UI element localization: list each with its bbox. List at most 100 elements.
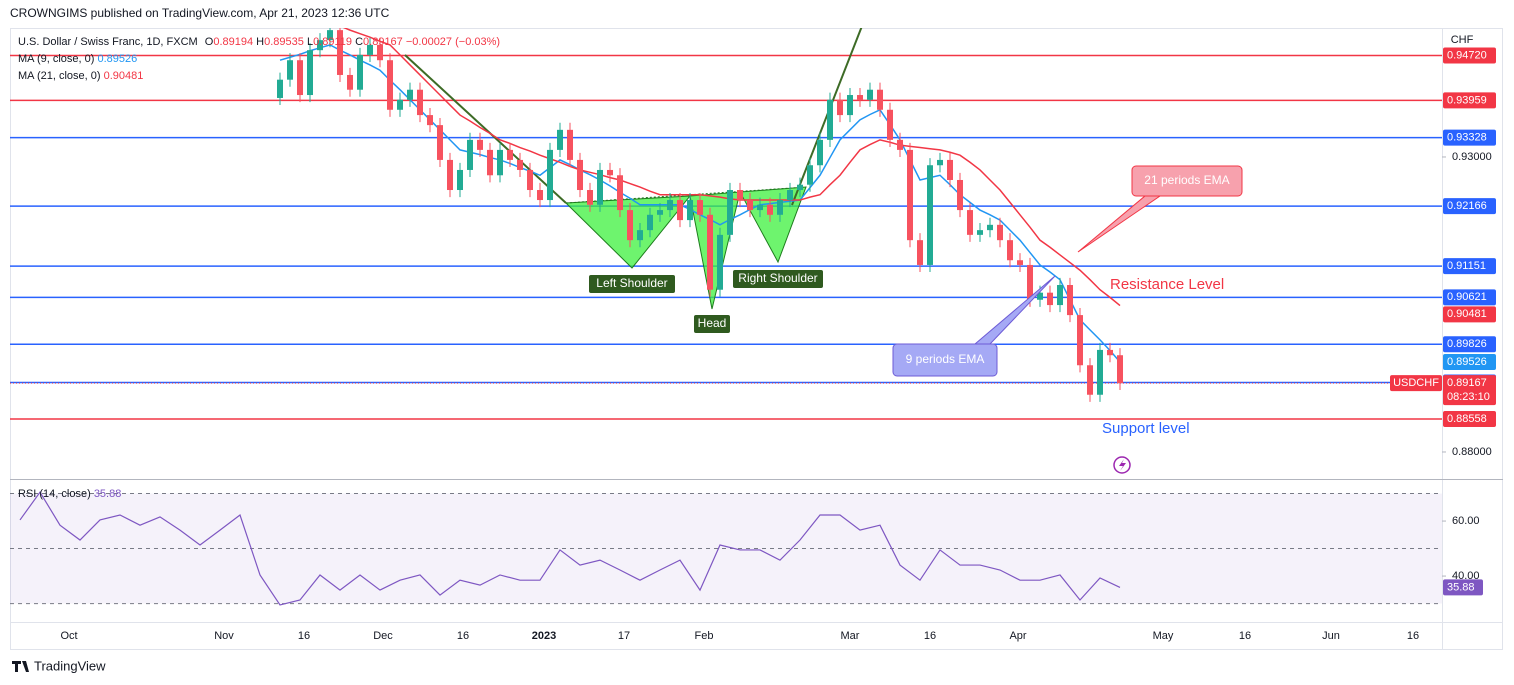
- candle-body: [497, 149, 503, 176]
- candle-body: [587, 190, 593, 205]
- candle-body: [637, 230, 643, 241]
- y-tick-label: 40.00: [1452, 570, 1480, 582]
- candle-body: [597, 169, 603, 205]
- candle-body: [737, 190, 743, 201]
- x-tick-label: May: [1153, 630, 1174, 642]
- callout-box: [1131, 165, 1243, 197]
- change: −0.00027 (−0.03%): [406, 36, 500, 48]
- candle-body: [827, 99, 833, 140]
- h-value: 0.89535: [264, 36, 304, 48]
- ma9-legend: MA (9, close, 0) 0.89526: [18, 53, 137, 65]
- price-tag-label: 0.89826: [1447, 338, 1487, 350]
- candle-body: [1047, 292, 1053, 306]
- candle-body: [277, 79, 283, 98]
- x-tick-label: 16: [298, 630, 310, 642]
- callout-box: [892, 343, 998, 377]
- x-tick-label: Dec: [373, 630, 393, 642]
- rsi-tag-label: 35.88: [1447, 581, 1475, 593]
- pattern-label: Head: [698, 316, 727, 330]
- event-icon-bolt: [1119, 459, 1126, 471]
- price-tag-label: 0.92166: [1447, 200, 1487, 212]
- candle-body: [887, 109, 893, 140]
- price-tag: [1443, 306, 1496, 323]
- pattern-label-box: [733, 270, 823, 288]
- candle-body: [547, 149, 553, 201]
- candle-body: [997, 224, 1003, 241]
- candle-body: [287, 60, 293, 80]
- symbol-tag-label: USDCHF: [1393, 377, 1439, 389]
- candle-body: [1087, 365, 1093, 395]
- pattern-label-box: [589, 275, 675, 293]
- candle-body: [667, 200, 673, 211]
- candle-body: [647, 214, 653, 231]
- x-tick-label: Jun: [1322, 630, 1340, 642]
- trend-line: [404, 54, 567, 204]
- ma21-legend: MA (21, close, 0) 0.90481: [18, 70, 143, 82]
- brand-logo: [12, 661, 29, 672]
- last-price-label: 0.89167: [1447, 377, 1487, 389]
- x-tick-label: Oct: [60, 630, 77, 642]
- callout-text: 9 periods EMA: [906, 352, 985, 366]
- candle-body: [727, 190, 733, 235]
- price-tag: [1443, 289, 1496, 306]
- candle-body: [567, 129, 573, 160]
- candle-body: [907, 149, 913, 241]
- o-label: O: [205, 36, 214, 48]
- candle-body: [747, 200, 753, 211]
- candle-body: [327, 30, 333, 41]
- candle-body: [957, 179, 963, 211]
- price-tag-label: 0.93959: [1447, 94, 1487, 106]
- price-tag: [1443, 92, 1496, 109]
- candle-body: [337, 30, 343, 75]
- x-tick-label: 16: [457, 630, 469, 642]
- candle-body: [317, 40, 323, 51]
- candle-body: [687, 200, 693, 221]
- x-tick-label: Apr: [1009, 630, 1026, 642]
- brand: TradingView: [34, 658, 106, 673]
- rsi-value: 35.88: [94, 488, 122, 500]
- candle-body: [457, 169, 463, 191]
- candle-body: [987, 224, 993, 231]
- candle-body: [877, 89, 883, 110]
- candle-body: [817, 139, 823, 166]
- candle-body: [947, 159, 953, 180]
- c-label: C: [355, 36, 363, 48]
- candle-body: [1067, 285, 1073, 316]
- axis-unit: CHF: [1451, 34, 1474, 46]
- candle-body: [777, 200, 783, 215]
- candle-body: [857, 95, 863, 100]
- callout-text: 21 periods EMA: [1144, 173, 1229, 187]
- l-value: 0.89119: [313, 36, 352, 48]
- price-tags: 0.94720 0.93959 0.93328 0.92166 0.91151 0.906…: [1390, 47, 1496, 596]
- price-tag: [1443, 198, 1496, 215]
- x-tick-label: 17: [618, 630, 630, 642]
- price-tag: [1443, 411, 1496, 428]
- price-tag: [1443, 258, 1496, 275]
- candle-body: [307, 50, 313, 96]
- price-tag: [1443, 353, 1496, 370]
- price-tag-label: 0.88558: [1447, 413, 1487, 425]
- candle-body: [487, 149, 493, 176]
- x-tick-label: 2023: [532, 630, 556, 642]
- rsi-pane: [10, 491, 1442, 606]
- candle-body: [967, 210, 973, 235]
- x-tick-label: Feb: [695, 630, 714, 642]
- candle-body: [937, 159, 943, 166]
- candle-body: [837, 99, 843, 116]
- x-tick-label: Nov: [214, 630, 234, 642]
- price-tag-label: 0.91151: [1447, 260, 1486, 272]
- rsi-tag: [1443, 579, 1483, 596]
- rsi-line: [19, 491, 1121, 606]
- x-tick-label: 16: [924, 630, 936, 642]
- candle-body: [537, 190, 543, 201]
- candle-body: [757, 204, 763, 211]
- candle-body: [407, 89, 413, 100]
- countdown: 08:23:10: [1447, 391, 1490, 403]
- candle-body: [387, 60, 393, 110]
- support-label: Support level: [1102, 420, 1190, 437]
- price-tag: [1443, 129, 1496, 146]
- candle-body: [507, 149, 513, 160]
- event-icon[interactable]: [1113, 456, 1131, 474]
- candle-body: [657, 210, 663, 215]
